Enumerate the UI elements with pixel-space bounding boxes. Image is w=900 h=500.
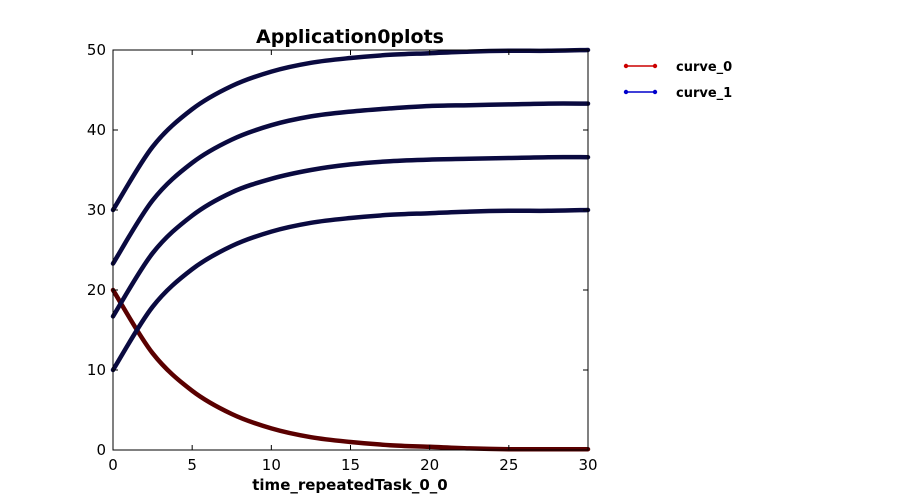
y-tick-label: 40 <box>87 121 106 139</box>
legend-marker <box>623 63 629 69</box>
y-tick-label: 10 <box>87 361 106 379</box>
chart-title: Application0plots <box>256 26 444 48</box>
x-tick-label: 30 <box>578 456 597 474</box>
x-tick-label: 10 <box>262 456 281 474</box>
legend-entry: curve_1 <box>623 86 732 101</box>
ticks-layer: 0 5 10 15 20 25 30 0 10 20 30 40 50 <box>87 41 598 474</box>
legend: curve_0 curve_1 <box>623 60 732 101</box>
x-tick-label: 5 <box>187 456 197 474</box>
x-tick-label: 0 <box>108 456 118 474</box>
series-line-1 <box>110 207 591 373</box>
legend-marker <box>652 89 658 95</box>
y-tick-label: 50 <box>87 41 106 59</box>
legend-marker <box>652 63 658 69</box>
y-tick-label: 0 <box>96 441 106 459</box>
series-line-2 <box>110 154 591 319</box>
x-axis-label: time_repeatedTask_0_0 <box>252 476 448 494</box>
x-tick-label: 15 <box>341 456 360 474</box>
x-tick-label: 25 <box>499 456 518 474</box>
legend-marker <box>623 89 629 95</box>
legend-label: curve_1 <box>676 86 732 101</box>
legend-label: curve_0 <box>676 60 732 75</box>
y-tick-label: 30 <box>87 201 106 219</box>
y-tick-label: 20 <box>87 281 106 299</box>
series-line-3 <box>110 101 591 266</box>
x-tick-label: 20 <box>420 456 439 474</box>
legend-entry: curve_0 <box>623 60 732 75</box>
